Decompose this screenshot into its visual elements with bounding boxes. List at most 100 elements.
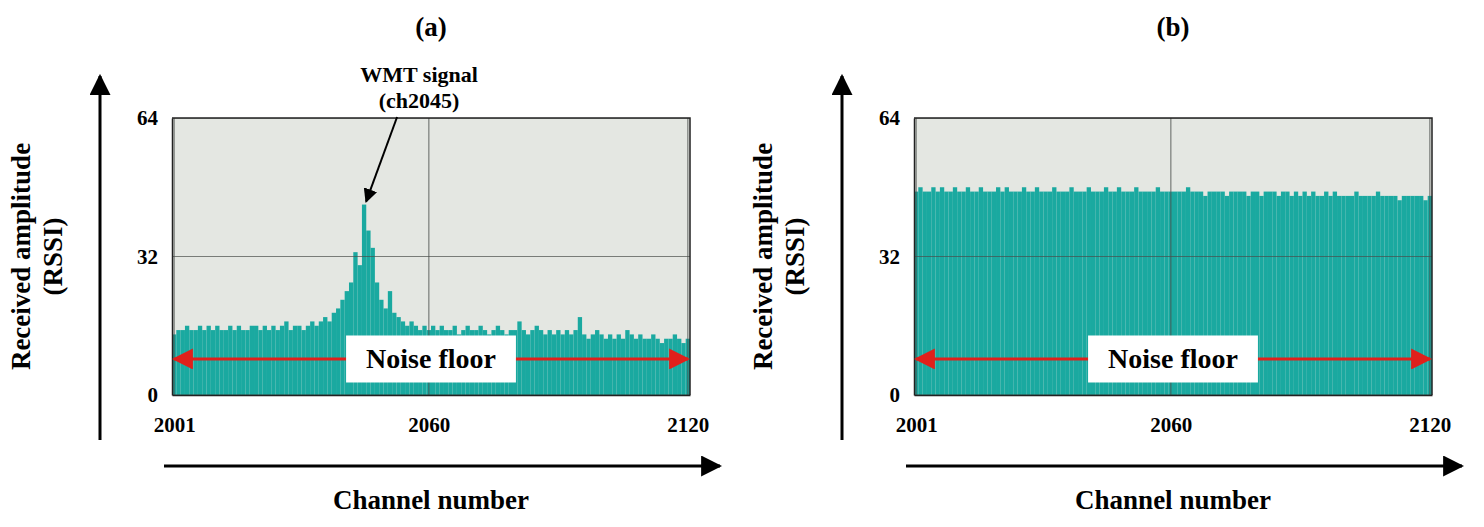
- bar: [1044, 192, 1048, 395]
- bar: [1350, 196, 1354, 395]
- bar: [1354, 192, 1358, 395]
- noise-floor-label: Noise floor: [366, 343, 496, 374]
- y-axis-title-line: Received amplitude: [6, 143, 36, 370]
- plot-frame: [172, 118, 690, 395]
- grid-line: [914, 394, 1432, 395]
- x-axis: 2001 2060 2120: [154, 395, 710, 437]
- bar: [340, 300, 344, 395]
- bar: [651, 334, 655, 395]
- noise-floor: Noise floor: [916, 335, 1430, 382]
- bar: [1294, 192, 1298, 395]
- bar: [302, 330, 306, 395]
- grid-line: [172, 256, 690, 257]
- callout-box: [352, 58, 486, 117]
- bar: [1264, 192, 1268, 395]
- y-axis-title: Received amplitude(RSSI): [6, 143, 68, 370]
- grid: [172, 118, 690, 395]
- tick: 0: [890, 383, 915, 407]
- bar: [556, 330, 560, 395]
- tick-label: 0: [148, 383, 159, 407]
- bar: [957, 192, 961, 395]
- bar: [1346, 196, 1350, 395]
- bar: [931, 187, 935, 395]
- bar: [630, 334, 634, 395]
- bar: [996, 187, 1000, 395]
- bar: [1397, 200, 1401, 395]
- callout: WMT signal(ch2045): [352, 58, 486, 202]
- bar: [953, 187, 957, 395]
- callout-arrow: [366, 117, 397, 202]
- bar: [1324, 192, 1328, 395]
- grid-line: [914, 256, 1432, 257]
- bar: [961, 192, 965, 395]
- tick: 64: [879, 106, 914, 130]
- bar: [1380, 196, 1384, 395]
- bar: [548, 330, 552, 395]
- plot-background: [914, 118, 1432, 395]
- bar: [638, 334, 642, 395]
- bar: [966, 187, 970, 395]
- tick: 2060: [1150, 395, 1192, 437]
- tick: 2001: [154, 395, 196, 437]
- y-axis-title: Received amplitude(RSSI): [748, 143, 810, 370]
- bar: [289, 330, 293, 395]
- bar: [276, 330, 280, 395]
- bar: [923, 192, 927, 395]
- bar: [612, 339, 616, 395]
- tick-label: 2120: [667, 413, 709, 437]
- bar: [1000, 192, 1004, 395]
- bar: [1005, 187, 1009, 395]
- y-axis-title-line: (RSSI): [38, 217, 68, 295]
- bar: [1052, 187, 1056, 395]
- bar: [565, 330, 569, 395]
- bar: [241, 330, 245, 395]
- bar: [245, 330, 249, 395]
- grid-line: [174, 118, 175, 395]
- bar: [1311, 192, 1315, 395]
- bar: [552, 334, 556, 395]
- bar: [194, 330, 198, 395]
- bar: [936, 192, 940, 395]
- bar: [219, 330, 223, 395]
- bar: [1333, 192, 1337, 395]
- axis-line: [914, 119, 916, 396]
- bar: [621, 339, 625, 395]
- tick: 32: [879, 245, 914, 269]
- bar: [1389, 196, 1393, 395]
- tick-label: 2060: [1150, 413, 1192, 437]
- bar: [232, 330, 236, 395]
- panel: 03264200120602120(b)Channel numberReceiv…: [748, 12, 1462, 515]
- bar: [918, 187, 922, 395]
- panel-title: (a): [415, 12, 446, 42]
- bar: [1415, 196, 1419, 395]
- grid-line: [916, 118, 917, 395]
- bar: [323, 317, 327, 395]
- bar: [974, 192, 978, 395]
- bar: [979, 187, 983, 395]
- bar: [1376, 192, 1380, 395]
- bar: [634, 339, 638, 395]
- bar: [586, 339, 590, 395]
- axis-line: [173, 395, 691, 397]
- bar: [1035, 187, 1039, 395]
- bar: [1074, 192, 1078, 395]
- bar: [987, 192, 991, 395]
- plot-background: [172, 118, 690, 395]
- bar: [202, 330, 206, 395]
- y-axis-title-line: (RSSI): [780, 217, 810, 295]
- bar: [526, 334, 530, 395]
- bar: [983, 192, 987, 395]
- tick: 32: [137, 245, 172, 269]
- tick-label: 0: [890, 383, 901, 407]
- bar: [543, 334, 547, 395]
- noise-floor-label: Noise floor: [1108, 343, 1238, 374]
- bars: [914, 187, 1432, 395]
- grid: [914, 118, 1432, 395]
- tick: 2060: [408, 395, 450, 437]
- bar: [1303, 192, 1307, 395]
- tick-label: 64: [879, 106, 901, 130]
- panel: 03264200120602120(a)Channel numberReceiv…: [6, 12, 720, 515]
- bar: [1372, 196, 1376, 395]
- tick: 0: [148, 383, 173, 407]
- tick: 2120: [1409, 395, 1451, 437]
